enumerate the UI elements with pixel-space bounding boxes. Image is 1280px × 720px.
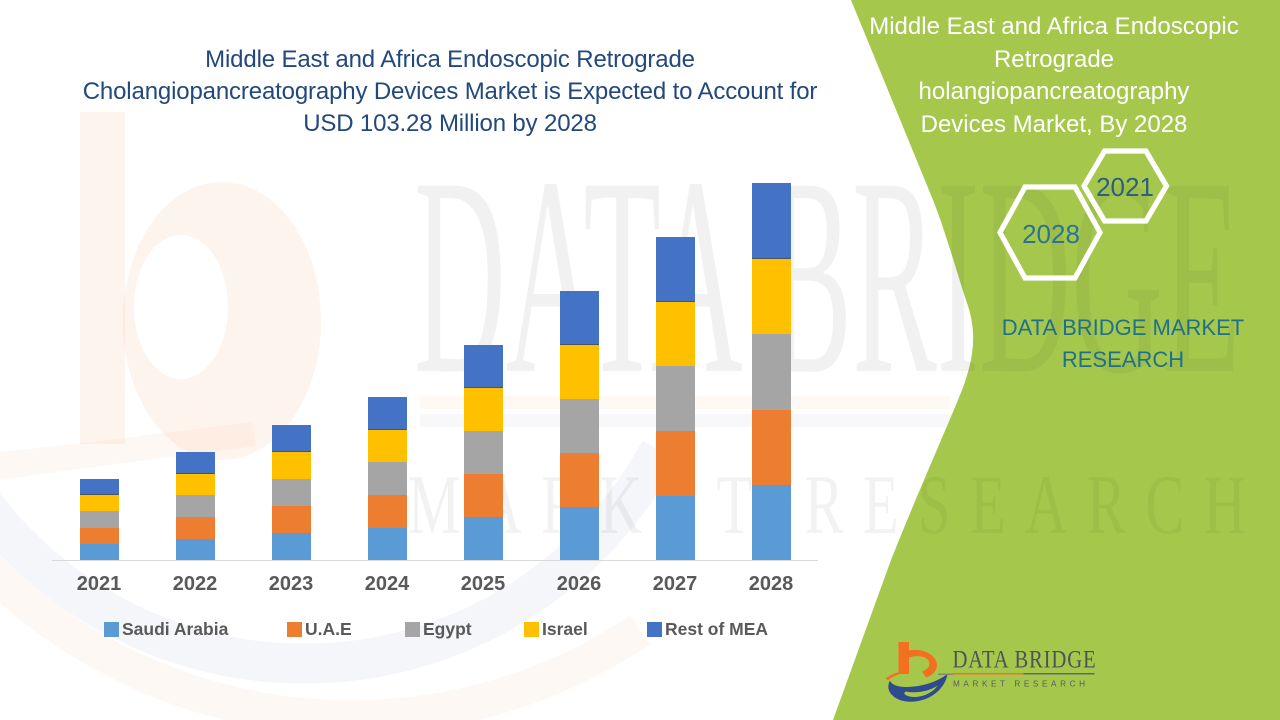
- svg-text:2028: 2028: [1022, 219, 1080, 249]
- svg-text:DATA BRIDGE: DATA BRIDGE: [953, 646, 1097, 673]
- svg-text:2021: 2021: [1096, 172, 1154, 202]
- svg-text:MARKET RESEARCH: MARKET RESEARCH: [953, 678, 1089, 688]
